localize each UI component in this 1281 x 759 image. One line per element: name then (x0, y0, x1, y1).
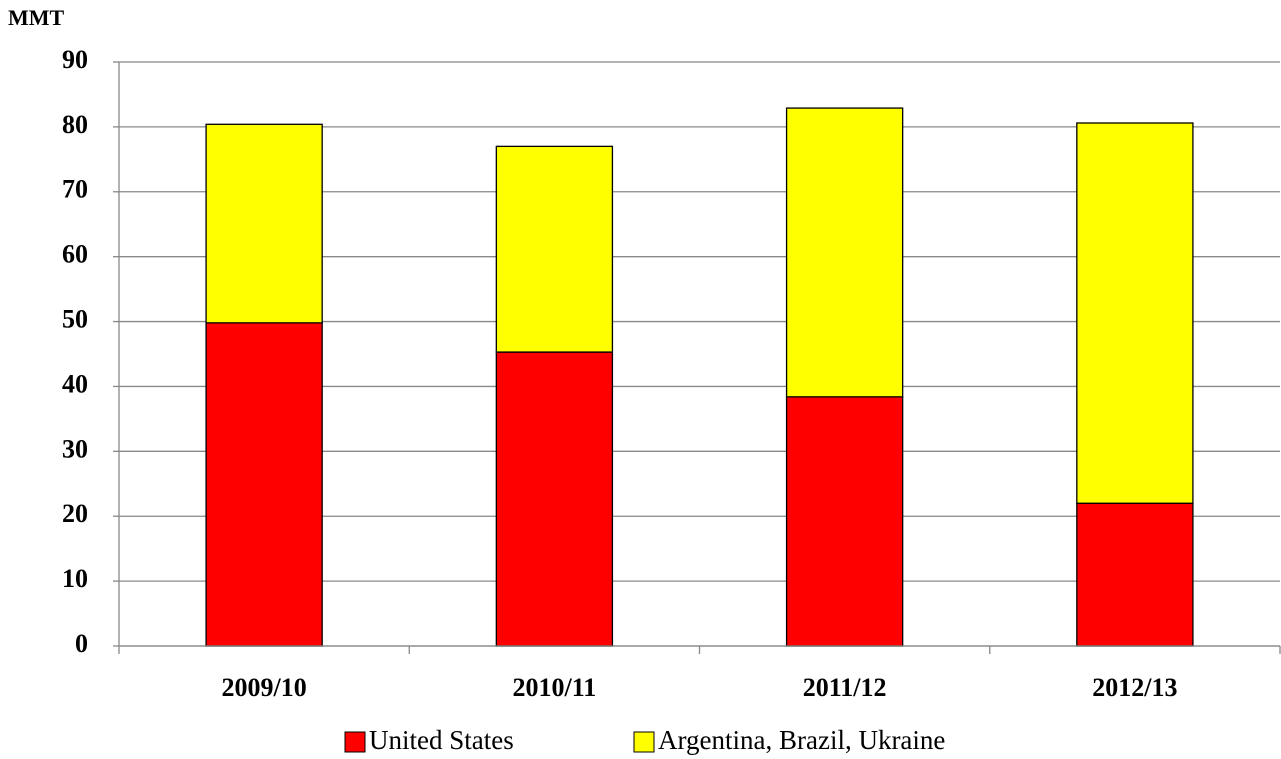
bar-segment (495, 145, 614, 353)
legend-label: Argentina, Brazil, Ukraine (658, 725, 945, 755)
y-axis-label: MMT (8, 5, 65, 30)
x-tick-label: 2011/12 (803, 673, 887, 702)
x-tick-label: 2012/13 (1092, 673, 1177, 702)
x-tick-label: 2010/11 (512, 673, 596, 702)
bar-segment (1076, 122, 1194, 504)
y-tick-label: 10 (62, 564, 88, 593)
bar-segment (1076, 502, 1194, 647)
y-tick-label: 50 (62, 305, 88, 334)
legend-swatch (344, 731, 366, 753)
y-tick-label: 30 (62, 434, 88, 463)
y-tick-label: 60 (62, 240, 88, 269)
bar-segment (785, 107, 904, 398)
bar-segment (785, 396, 904, 647)
x-tick-label: 2009/10 (222, 673, 307, 702)
y-tick-label: 40 (62, 369, 88, 398)
bar-segment (205, 322, 323, 647)
legend-label: United States (369, 725, 514, 755)
y-tick-label: 70 (62, 175, 88, 204)
bar-segment (205, 123, 323, 324)
y-tick-label: 90 (62, 45, 88, 74)
y-tick-label: 20 (62, 499, 88, 528)
y-tick-label: 80 (62, 110, 88, 139)
bar-segment (495, 351, 614, 647)
y-tick-label: 0 (75, 629, 88, 658)
legend-swatch (633, 731, 655, 753)
